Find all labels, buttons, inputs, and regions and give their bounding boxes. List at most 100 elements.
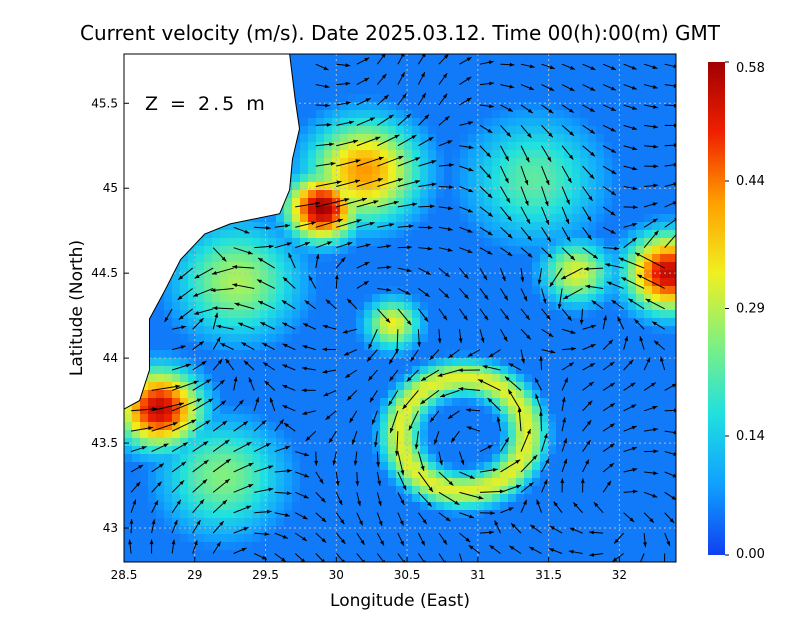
speed-cell [140,478,148,486]
speed-cell [668,478,676,486]
speed-cell [620,350,628,358]
speed-cell [212,438,220,446]
speed-cell [636,134,644,142]
speed-cell [564,390,572,398]
speed-cell [612,222,620,230]
speed-cell [140,494,148,502]
speed-cell [540,158,548,166]
speed-cell [436,166,444,174]
speed-cell [636,374,644,382]
speed-cell [356,390,364,398]
speed-cell [548,534,556,542]
speed-cell [276,438,284,446]
speed-cell [244,470,252,478]
speed-cell [164,470,172,478]
speed-cell [612,158,620,166]
speed-cell [140,550,148,558]
speed-cell [620,478,628,486]
speed-cell [292,334,300,342]
speed-cell [508,318,516,326]
speed-cell [460,430,468,438]
speed-cell [460,398,468,406]
speed-cell [588,374,596,382]
speed-cell [412,286,420,294]
speed-cell [604,54,612,62]
speed-cell [468,174,476,182]
speed-cell [596,54,604,62]
speed-cell [308,486,316,494]
speed-cell [420,382,428,390]
speed-cell [580,358,588,366]
speed-cell [412,398,420,406]
speed-cell [260,398,268,406]
speed-cell [428,150,436,158]
speed-cell [212,550,220,558]
speed-cell [180,534,188,542]
speed-cell [468,294,476,302]
speed-cell [276,422,284,430]
speed-cell [460,550,468,558]
speed-cell [364,110,372,118]
speed-cell [628,326,636,334]
speed-cell [340,542,348,550]
speed-cell [620,494,628,502]
speed-cell [276,542,284,550]
speed-cell [244,270,252,278]
speed-cell [156,414,164,422]
speed-cell [484,414,492,422]
speed-cell [260,326,268,334]
speed-cell [324,470,332,478]
speed-cell [340,318,348,326]
speed-cell [228,446,236,454]
speed-cell [292,166,300,174]
speed-cell [460,390,468,398]
speed-cell [612,94,620,102]
speed-cell [420,142,428,150]
speed-cell [580,534,588,542]
speed-cell [604,246,612,254]
speed-cell [468,286,476,294]
speed-cell [484,286,492,294]
speed-cell [564,54,572,62]
speed-cell [668,550,676,558]
speed-cell [300,382,308,390]
speed-cell [484,486,492,494]
speed-cell [540,110,548,118]
speed-cell [556,486,564,494]
speed-cell [636,310,644,318]
speed-cell [484,302,492,310]
speed-cell [348,166,356,174]
speed-cell [492,238,500,246]
speed-cell [412,110,420,118]
speed-cell [540,390,548,398]
speed-cell [572,70,580,78]
speed-cell [324,350,332,358]
speed-cell [276,350,284,358]
speed-cell [316,374,324,382]
speed-cell [492,438,500,446]
speed-cell [244,494,252,502]
speed-cell [436,358,444,366]
speed-cell [404,54,412,62]
speed-cell [500,70,508,78]
speed-cell [468,446,476,454]
speed-cell [444,174,452,182]
speed-cell [228,398,236,406]
speed-cell [268,342,276,350]
speed-cell [588,494,596,502]
speed-cell [276,270,284,278]
speed-cell [604,374,612,382]
speed-cell [444,486,452,494]
speed-cell [524,406,532,414]
speed-cell [244,446,252,454]
speed-cell [516,326,524,334]
speed-cell [444,502,452,510]
speed-cell [564,286,572,294]
speed-cell [356,358,364,366]
speed-cell [468,326,476,334]
speed-cell [284,294,292,302]
speed-cell [284,334,292,342]
speed-cell [380,206,388,214]
speed-cell [628,174,636,182]
speed-cell [524,350,532,358]
